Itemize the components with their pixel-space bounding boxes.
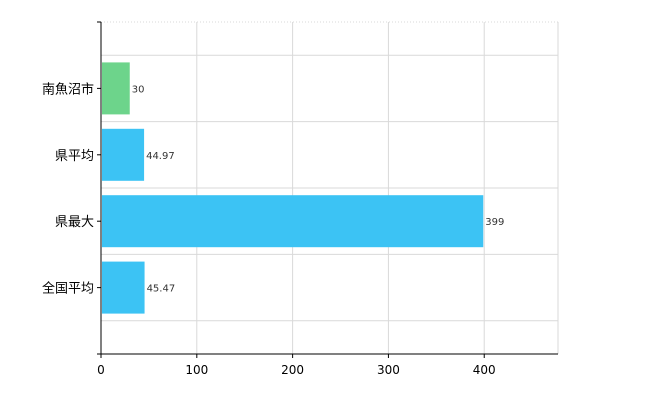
data-label: 45.47: [147, 284, 176, 295]
bar-2[interactable]: [102, 195, 484, 248]
bar-3[interactable]: [102, 261, 145, 314]
bar-layer: [102, 62, 484, 314]
bar-0[interactable]: [102, 62, 130, 115]
data-label: 44.97: [146, 151, 175, 162]
x-tick-label: 100: [185, 363, 208, 377]
x-tick-label: 0: [97, 363, 105, 377]
grid-layer: [101, 21, 559, 354]
y-tick-label: 県平均: [55, 149, 94, 164]
x-tick-label: 400: [473, 363, 496, 377]
x-tick-label: 300: [377, 363, 400, 377]
y-tick-label: 南魚沼市: [42, 81, 94, 97]
bar-1[interactable]: [102, 128, 145, 181]
y-tick-label: 全国平均: [42, 281, 94, 297]
data-label: 30: [132, 84, 145, 95]
y-tick-label: 県最大: [55, 215, 94, 230]
axis-layer: [97, 21, 558, 358]
data-label: 399: [485, 217, 504, 228]
x-tick-label: 200: [281, 363, 304, 377]
